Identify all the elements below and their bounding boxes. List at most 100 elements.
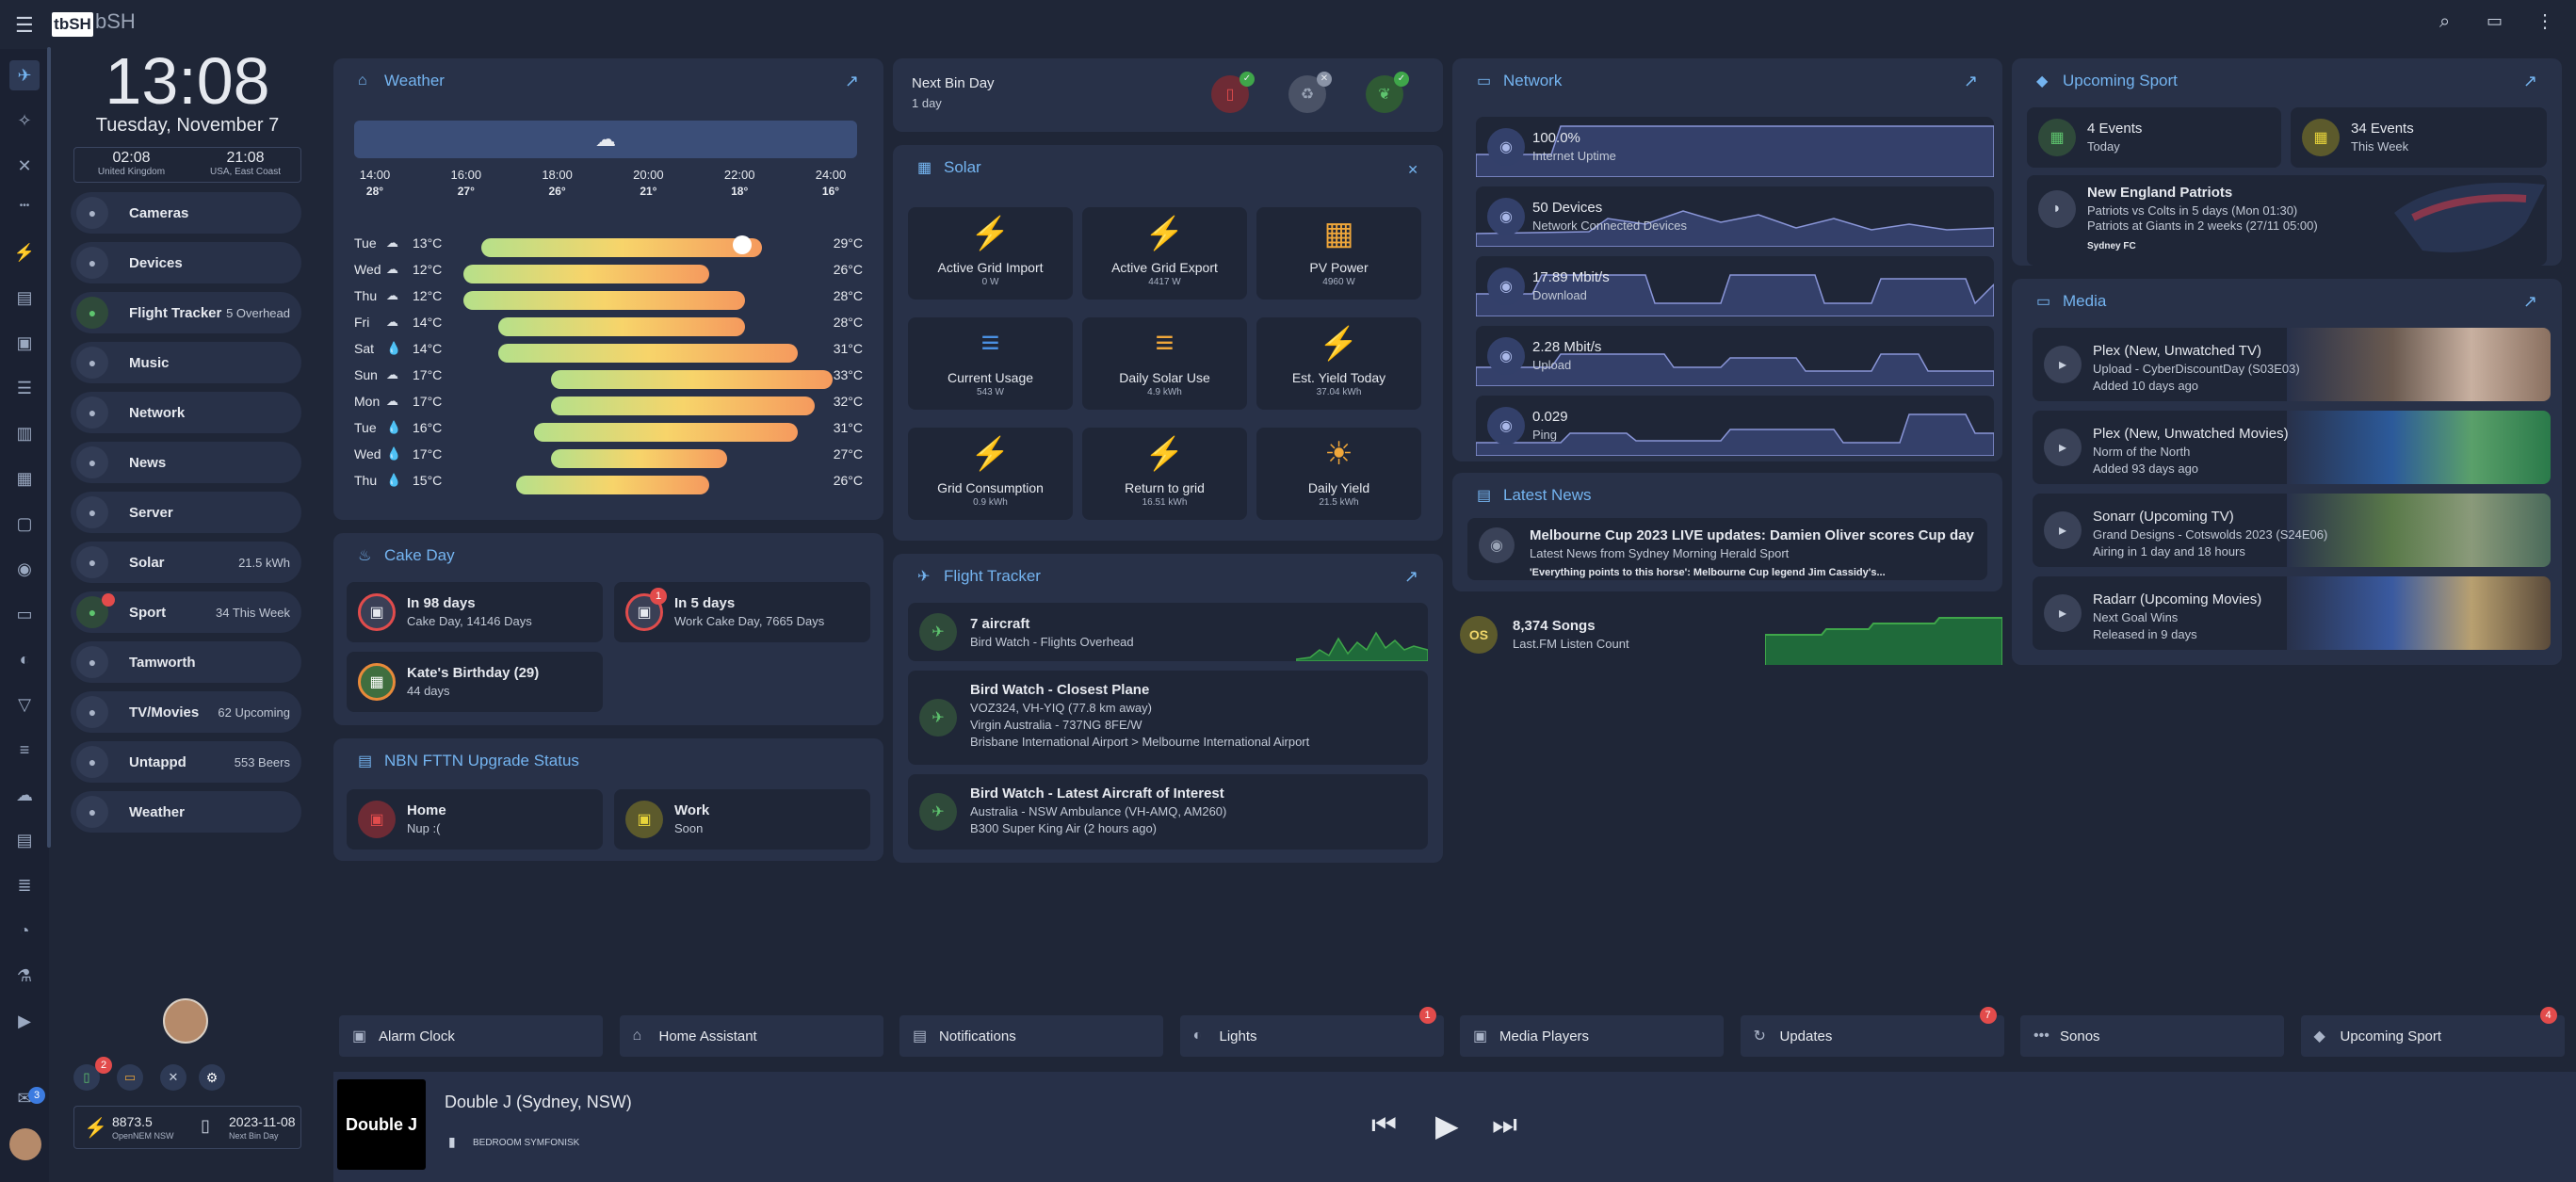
sidebar-item[interactable]: ● Devices <box>71 242 301 283</box>
next-track-icon[interactable]: ⏭ <box>1492 1109 1517 1141</box>
cake-item[interactable]: ▦ Kate's Birthday (29) 44 days <box>347 652 603 712</box>
media-open-arrow[interactable]: ↗ <box>2522 292 2537 311</box>
bottom-tab[interactable]: ⌂ Home Assistant <box>619 1015 883 1057</box>
sidebar-item[interactable]: ● Server <box>71 492 301 533</box>
network-stat[interactable]: ◉ 0.029 Ping <box>1476 396 1994 456</box>
flight-item[interactable]: ✈ 7 aircraft Bird Watch - Flights Overhe… <box>908 603 1428 661</box>
rail-display-icon[interactable]: ▭ <box>16 604 33 623</box>
rail-scrollbar[interactable] <box>47 47 51 848</box>
rail-pest-icon[interactable]: ✕ <box>17 155 32 175</box>
rail-flask-icon[interactable]: ⚗ <box>16 965 33 985</box>
network-stat[interactable]: ◉ 50 Devices Network Connected Devices <box>1476 186 1994 247</box>
sidebar-item[interactable]: ● Weather <box>71 791 301 833</box>
sidebar-item[interactable]: ● News <box>71 442 301 483</box>
sport-today[interactable]: ▦ 4 Events Today <box>2027 107 2281 168</box>
solar-tile[interactable]: ≡ Current Usage 543 W <box>908 317 1073 410</box>
flight-item[interactable]: ✈ Bird Watch - Closest Plane VOZ324, VH-… <box>908 671 1428 765</box>
avatar[interactable] <box>9 1128 41 1160</box>
media-item[interactable]: ▸ Radarr (Upcoming Movies) Next Goal Wins R… <box>2033 576 2551 650</box>
cake-item[interactable]: ▣ 1 In 5 days Work Cake Day, 7665 Days <box>614 582 870 642</box>
solar-tile[interactable]: ⚡ Est. Yield Today 37.04 kWh <box>1256 317 1421 410</box>
sport-open-arrow[interactable]: ↗ <box>2522 72 2537 90</box>
solar-tile[interactable]: ☀ Daily Yield 21.5 kWh <box>1256 428 1421 520</box>
previous-track-icon[interactable]: ⏮ <box>1371 1109 1397 1141</box>
sport-week[interactable]: ▦ 34 Events This Week <box>2291 107 2547 168</box>
user-avatar[interactable] <box>163 998 208 1044</box>
solar-close-icon[interactable]: ✕ <box>1407 162 1418 177</box>
solar-tile[interactable]: ≡ Daily Solar Use 4.9 kWh <box>1082 317 1247 410</box>
devices-icon: ● <box>76 247 108 279</box>
rail-chat-icon[interactable]: ▣ <box>16 332 33 352</box>
solar-tile[interactable]: ⚡ Grid Consumption 0.9 kWh <box>908 428 1073 520</box>
rail-toggle-icon[interactable]: ◐ <box>19 649 30 669</box>
network-stat[interactable]: ◉ 100.0% Internet Uptime <box>1476 117 1994 177</box>
rail-archive-icon[interactable]: ▤ <box>16 287 33 307</box>
solar-tile[interactable]: ⚡ Return to grid 16.51 kWh <box>1082 428 1247 520</box>
rail-notifications-icon[interactable]: ✉ <box>17 1088 32 1108</box>
chat-icon[interactable]: ▭ <box>2487 11 2503 30</box>
sidebar-item[interactable]: ● Tamworth <box>71 641 301 683</box>
day-name: Tue <box>354 235 377 251</box>
rail-list-icon[interactable]: ☰ <box>16 378 33 397</box>
rail-flight-icon[interactable]: ✈ <box>9 60 40 90</box>
rail-robot-icon[interactable]: ◉ <box>17 559 32 578</box>
hour-temp: 28° <box>365 185 384 198</box>
network-stat[interactable]: ◉ 2.28 Mbit/s Upload <box>1476 326 1994 386</box>
rail-stack-icon[interactable]: ≡ <box>19 739 30 759</box>
rail-gauge-icon[interactable]: ◔ <box>19 920 30 940</box>
rail-media-icon[interactable]: ▶ <box>18 1011 31 1030</box>
bottom-tab[interactable]: ↻ Updates <box>1740 1015 2004 1057</box>
sidebar-item[interactable]: ● Flight Tracker 5 Overhead <box>71 292 301 333</box>
weather-open-arrow[interactable]: ↗ <box>844 72 859 90</box>
bottom-tab[interactable]: ••• Sonos <box>2020 1015 2284 1057</box>
solar-tile[interactable]: ⚡ Active Grid Export 4417 W <box>1082 207 1247 300</box>
news-item[interactable]: ◉ Melbourne Cup 2023 LIVE updates: Damie… <box>1467 518 1987 580</box>
network-open-arrow[interactable]: ↗ <box>1963 72 1978 90</box>
weather-icon: ☁ <box>386 288 398 302</box>
sidebar-item[interactable]: ● Untappd 553 Beers <box>71 741 301 783</box>
nbn-item-work[interactable]: ▣ Work Soon <box>614 789 870 850</box>
sport-team-item[interactable]: ◗ New England Patriots Patriots vs Colts… <box>2027 175 2547 266</box>
sidebar-item[interactable]: ● Solar 21.5 kWh <box>71 542 301 583</box>
settings-gear-icon[interactable]: ⚙ <box>199 1064 225 1091</box>
sidebar-item[interactable]: ● Network <box>71 392 301 433</box>
sidebar-item[interactable]: ● TV/Movies 62 Upcoming <box>71 691 301 733</box>
rail-plane-icon[interactable]: ✧ <box>17 110 32 130</box>
media-item[interactable]: ▸ Sonarr (Upcoming TV) Grand Designs - Cot… <box>2033 494 2551 567</box>
network-stat[interactable]: ◉ 17.89 Mbit/s Download <box>1476 256 1994 316</box>
rail-cloud-icon[interactable]: ☁ <box>16 785 33 804</box>
solar-tile[interactable]: ▦ PV Power 4960 W <box>1256 207 1421 300</box>
green-waste-bin-icon[interactable]: ❦ <box>1366 75 1403 113</box>
rail-chart-icon[interactable]: ▦ <box>16 468 33 488</box>
display-icon[interactable]: ▭ <box>117 1064 143 1091</box>
bottom-tab[interactable]: ◆ Upcoming Sport <box>2300 1015 2565 1057</box>
media-item[interactable]: ▸ Plex (New, Unwatched Movies) Norm of the… <box>2033 411 2551 484</box>
flight-open-arrow[interactable]: ↗ <box>1403 567 1418 586</box>
rail-dots-icon[interactable]: ••• <box>19 200 30 211</box>
rail-calendar-icon[interactable]: ▢ <box>16 513 33 533</box>
nbn-item-home[interactable]: ▣ Home Nup :( <box>347 789 603 850</box>
rail-bolt-icon[interactable]: ⚡ <box>13 242 36 262</box>
bottom-tab[interactable]: ▣ Media Players <box>1460 1015 1724 1057</box>
cake-day-card: ♨ Cake Day ▣ In 98 days Cake Day, 14146 D… <box>333 533 883 725</box>
sidebar-item[interactable]: ● Cameras <box>71 192 301 234</box>
sidebar-item[interactable]: ● Music <box>71 342 301 383</box>
rail-server-icon[interactable]: ▥ <box>16 423 33 443</box>
search-icon[interactable]: ⌕ <box>2439 11 2451 32</box>
media-item[interactable]: ▸ Plex (New, Unwatched TV) Upload - CyberD… <box>2033 328 2551 401</box>
play-icon[interactable]: ▶ <box>1435 1109 1459 1142</box>
flight-item[interactable]: ✈ Bird Watch - Latest Aircraft of Intere… <box>908 774 1428 850</box>
menu-icon[interactable]: ☰ <box>15 13 34 37</box>
bottom-tab[interactable]: ▤ Notifications <box>899 1015 1163 1057</box>
rail-filter-icon[interactable]: ▽ <box>18 694 31 714</box>
bottom-tab[interactable]: ◐ Lights <box>1179 1015 1444 1057</box>
bin-day-card[interactable]: Next Bin Day 1 day ▯ ✓ ♻ ✕ ❦ ✓ <box>893 58 1443 132</box>
cake-item[interactable]: ▣ In 98 days Cake Day, 14146 Days <box>347 582 603 642</box>
lastfm-row[interactable]: OS 8,374 Songs Last.FM Listen Count <box>1460 612 2002 669</box>
bottom-tab[interactable]: ▣ Alarm Clock <box>339 1015 603 1057</box>
rail-calendar2-icon[interactable]: ▤ <box>16 830 33 850</box>
solar-tile[interactable]: ⚡ Active Grid Import 0 W <box>908 207 1073 300</box>
pest-icon[interactable]: ✕ <box>160 1064 186 1091</box>
rail-layers-icon[interactable]: ≣ <box>17 875 32 895</box>
more-vertical-icon[interactable]: ⋮ <box>2535 11 2554 32</box>
